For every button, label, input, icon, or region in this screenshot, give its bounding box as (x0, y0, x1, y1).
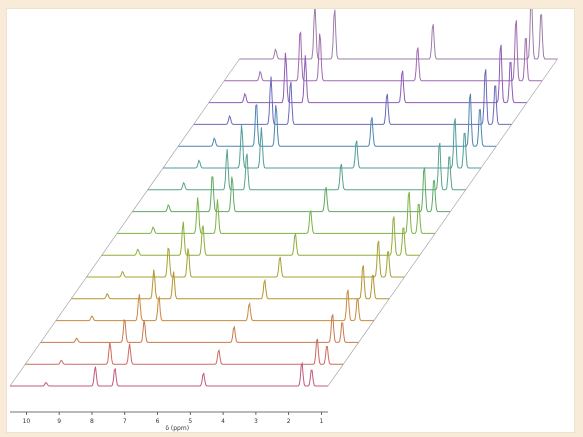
x-axis-label: δ (ppm) (165, 425, 189, 432)
spectrum-trace (40, 314, 359, 343)
spectrum-trace (10, 361, 328, 387)
spectrum-trace (147, 142, 466, 191)
chart-panel: 10 9 8 7 6 5 4 3 2 1 δ (ppm) (7, 9, 574, 432)
spectra-traces (9, 9, 558, 387)
spectrum-trace (224, 20, 543, 82)
x-tick-label: 3 (254, 418, 258, 425)
spectrum-trace (86, 240, 405, 278)
x-tick-label: 7 (123, 418, 127, 425)
x-tick-label: 6 (156, 418, 160, 425)
spectrum-trace (132, 167, 451, 213)
spectrum-trace (55, 289, 374, 322)
x-tick-label: 5 (188, 418, 192, 425)
spectrum-trace (101, 216, 420, 256)
spectrum-trace (25, 338, 344, 365)
spectrum-trace (208, 44, 527, 104)
x-tick-label: 10 (23, 418, 31, 425)
x-tick-label: 1 (320, 418, 324, 425)
spectrum-trace (117, 191, 436, 234)
spectrum-trace (163, 118, 481, 169)
x-tick-label: 8 (90, 418, 94, 425)
depth-guide-line (327, 58, 558, 387)
depth-guide-line (9, 58, 240, 387)
spectrum-trace (193, 69, 512, 125)
waterfall-spectra-chart: 10 9 8 7 6 5 4 3 2 1 δ (ppm) (9, 9, 558, 432)
spectrum-trace (239, 9, 558, 60)
spectrum-trace (178, 93, 497, 147)
x-tick-label: 4 (221, 418, 225, 425)
x-tick-label: 9 (57, 418, 61, 425)
x-tick-label: 2 (287, 418, 291, 425)
x-axis: 10 9 8 7 6 5 4 3 2 1 δ (ppm) (10, 411, 328, 432)
spectrum-trace (71, 265, 390, 300)
x-axis-ticks: 10 9 8 7 6 5 4 3 2 1 (23, 412, 324, 425)
